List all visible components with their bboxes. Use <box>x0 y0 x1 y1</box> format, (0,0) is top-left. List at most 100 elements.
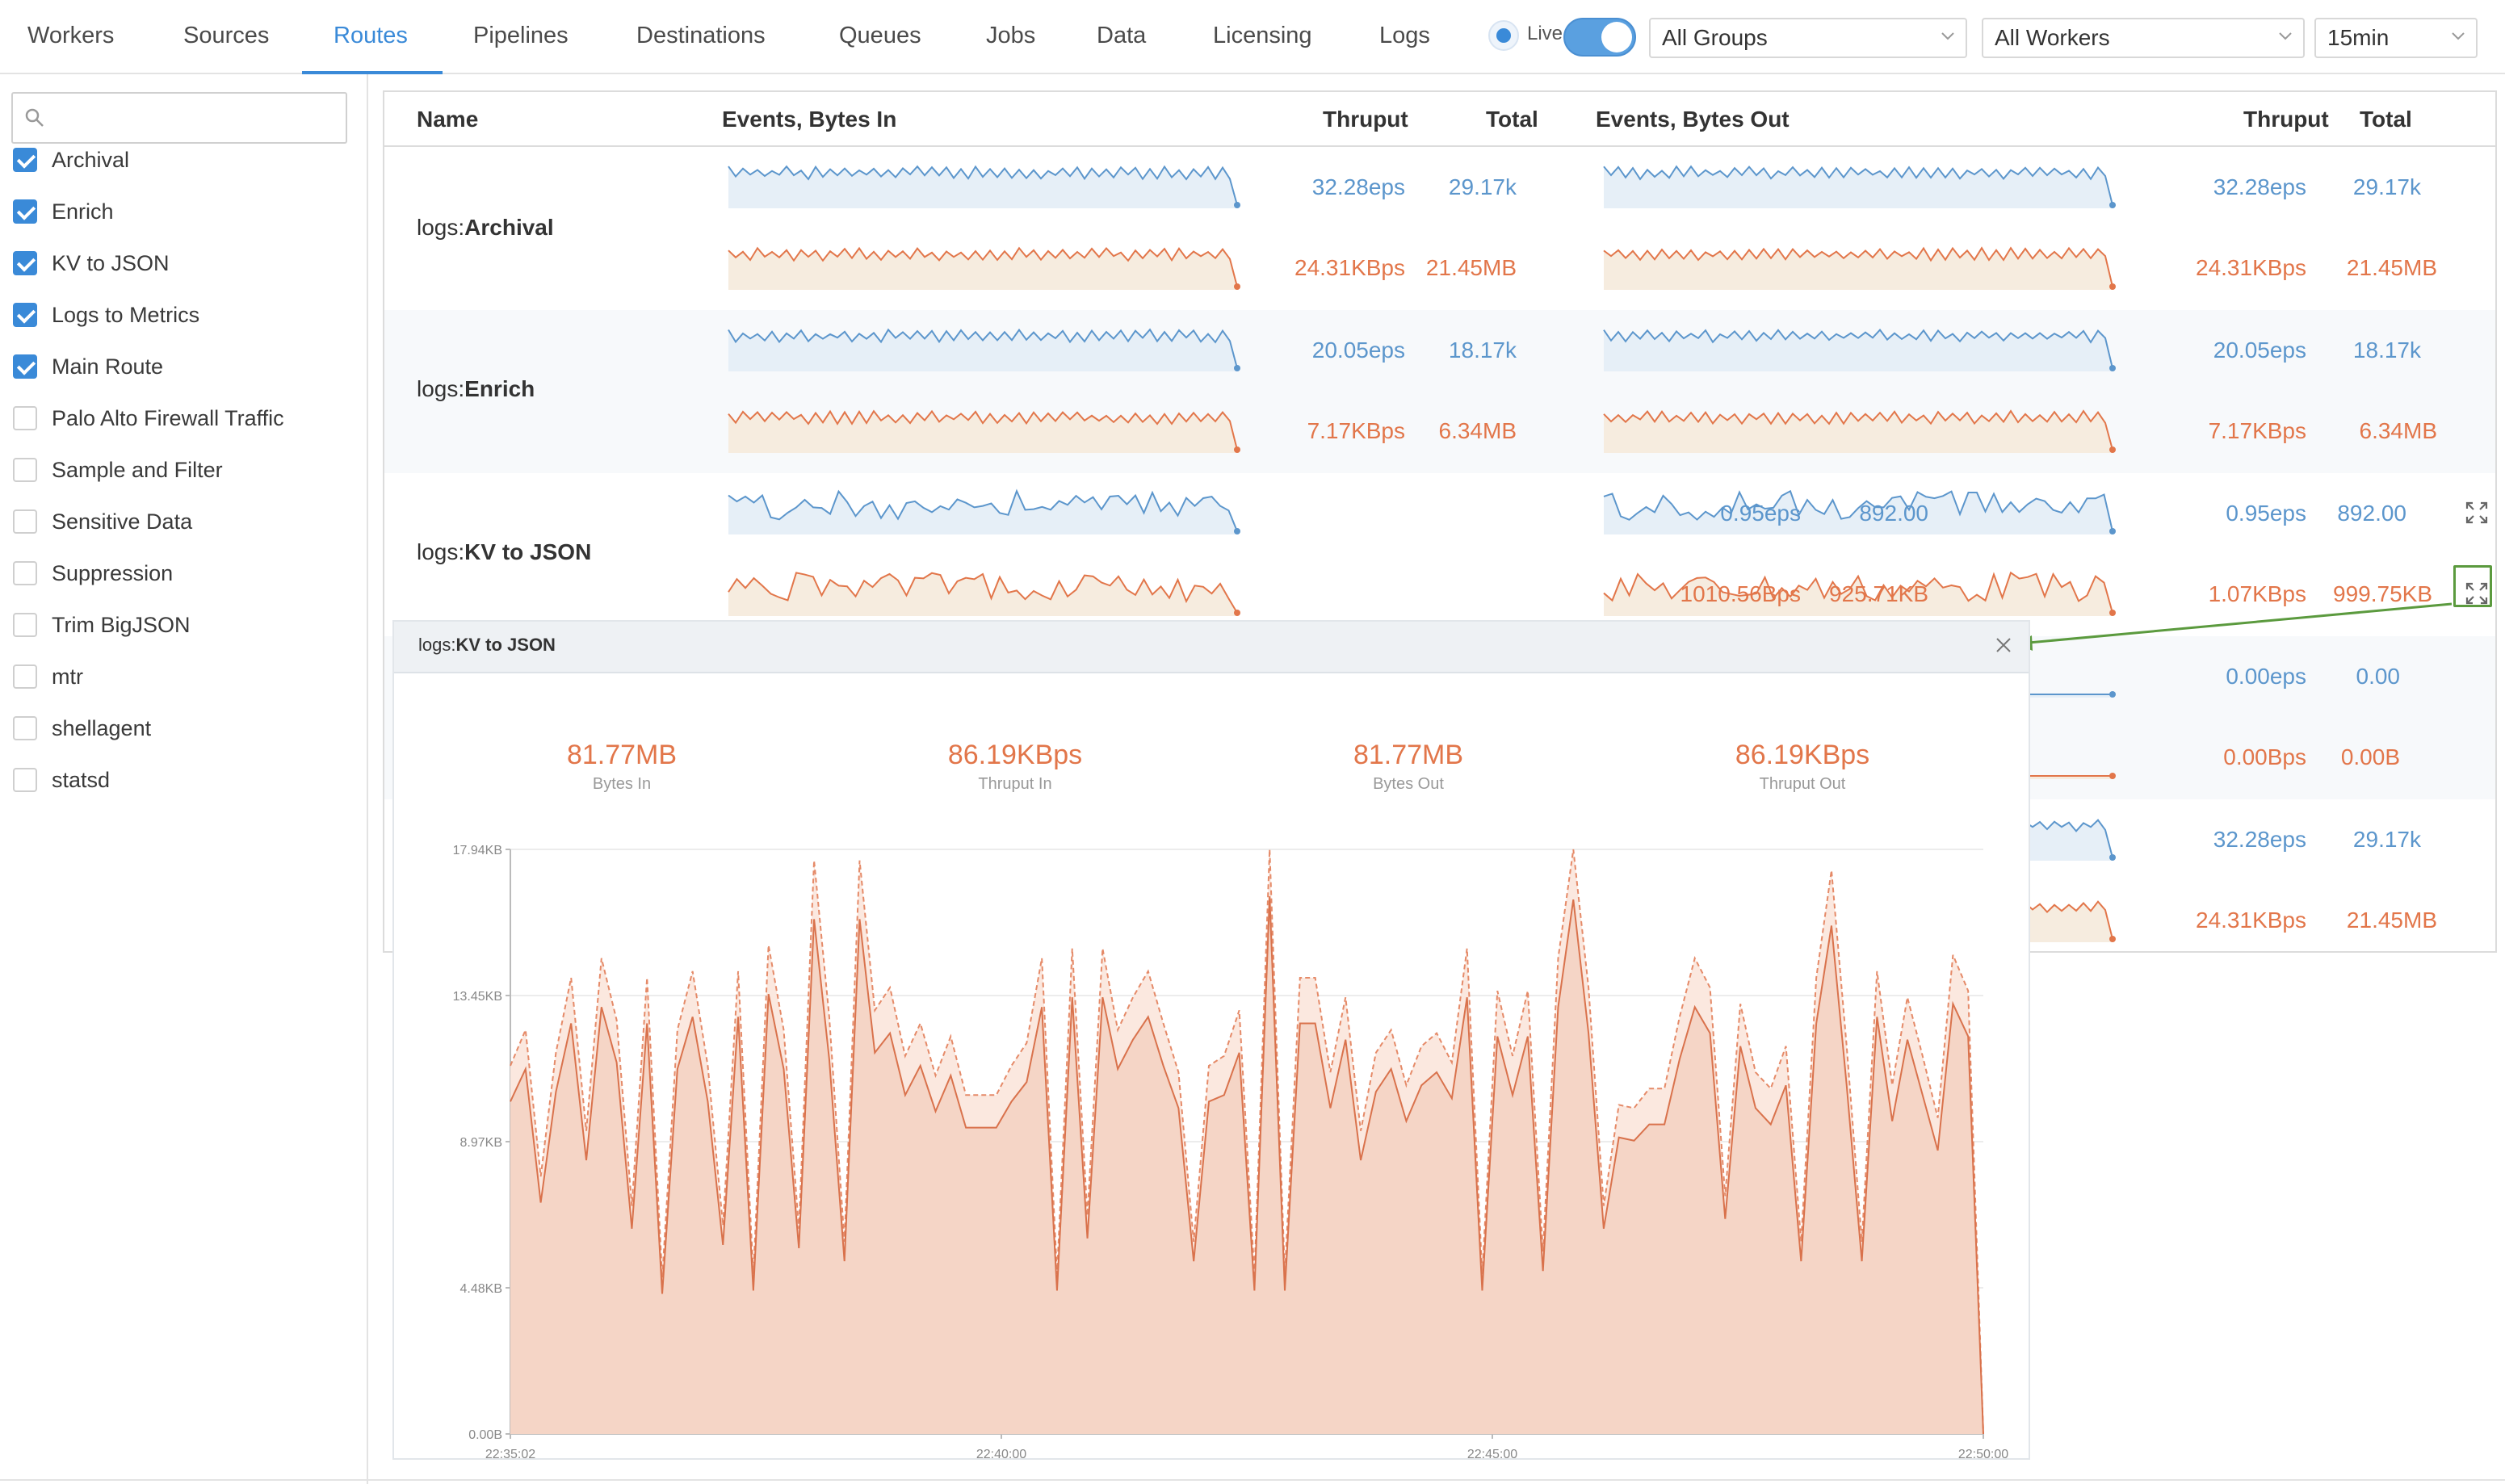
col-header-thruput-out: Thruput <box>2243 107 2329 132</box>
route-filter-item[interactable]: mtr <box>13 660 83 693</box>
sparkline-end-dot <box>2109 528 2116 534</box>
checkbox-checked[interactable] <box>13 354 37 379</box>
sparkline-end-dot <box>1234 610 1240 616</box>
checkbox[interactable] <box>13 406 37 430</box>
sparkline-line <box>728 246 1238 287</box>
route-filter-item[interactable]: Sample and Filter <box>13 454 223 486</box>
thruput-out-eps: 32.28eps <box>2213 827 2306 852</box>
sparkline-end-dot <box>1234 365 1240 371</box>
total-in-events: 892.00 <box>1859 501 1928 526</box>
thruput-out-bps: 0.00Bps <box>2223 744 2306 769</box>
tab-queues[interactable]: Queues <box>839 23 921 48</box>
thruput-out-eps: 32.28eps <box>2213 174 2306 199</box>
route-name: logs:KV to JSON <box>417 539 592 564</box>
sparkline-events-in <box>728 165 1240 208</box>
stat-bytes-in: 81.77MB <box>566 740 678 770</box>
route-filter-item[interactable]: Enrich <box>13 195 114 228</box>
route-filter-label: Logs to Metrics <box>52 302 200 327</box>
time-range-select[interactable]: 15min <box>2314 18 2478 58</box>
sparkline-fill <box>728 166 1237 208</box>
live-toggle[interactable] <box>1563 18 1636 57</box>
checkbox-checked[interactable] <box>13 251 37 275</box>
stat-bytes-out-label: Bytes Out <box>1373 775 1444 793</box>
worker-select[interactable]: All Workers <box>1982 18 2305 58</box>
group-select[interactable]: All Groups <box>1649 18 1967 58</box>
thruput-in-bps: 7.17KBps <box>1307 418 1405 443</box>
y-tick-label: 8.97KB <box>460 1136 502 1150</box>
route-filter-label: Enrich <box>52 199 114 224</box>
tab-pipelines[interactable]: Pipelines <box>473 23 569 48</box>
table-row[interactable]: logs:Archival 32.28eps 29.17k 24.31KBps … <box>384 147 2495 310</box>
sparkline-end-dot <box>1234 446 1240 453</box>
tab-destinations[interactable]: Destinations <box>636 23 766 48</box>
tab-data[interactable]: Data <box>1097 23 1147 48</box>
table-row[interactable]: logs:Enrich 20.05eps 18.17k 7.17KBps 6.3… <box>384 310 2495 473</box>
chevron-down-icon <box>2452 32 2465 40</box>
sparkline-end-dot <box>2109 691 2116 698</box>
tab-routes[interactable]: Routes <box>334 23 408 48</box>
sparkline-line <box>728 409 1238 451</box>
checkbox[interactable] <box>13 768 37 792</box>
checkbox-checked[interactable] <box>13 199 37 224</box>
checkbox[interactable] <box>13 716 37 740</box>
checkbox-checked[interactable] <box>13 148 37 172</box>
route-filter-item[interactable]: statsd <box>13 764 110 796</box>
sparkline-events-in <box>728 488 1240 534</box>
route-filter-label: Suppression <box>52 560 174 585</box>
col-header-thruput-in: Thruput <box>1323 107 1408 132</box>
search-input[interactable] <box>53 100 336 136</box>
route-filter-item[interactable]: Logs to Metrics <box>13 299 199 331</box>
tab-jobs[interactable]: Jobs <box>986 23 1036 48</box>
sparkline-end-dot <box>2109 446 2116 453</box>
chevron-down-icon <box>2279 32 2292 40</box>
sparkline-end-dot <box>2109 610 2116 616</box>
checkbox[interactable] <box>13 509 37 534</box>
route-filter-label: statsd <box>52 767 111 792</box>
checkbox[interactable] <box>13 664 37 689</box>
sparkline-fill <box>1604 329 2113 371</box>
route-filter-item[interactable]: Trim BigJSON <box>13 609 191 641</box>
sparkline-fill <box>728 248 1237 290</box>
thruput-out-bps: 7.17KBps <box>2208 418 2306 443</box>
route-search[interactable] <box>11 92 347 144</box>
route-filter-item[interactable]: shellagent <box>13 712 151 744</box>
sparkline-end-dot <box>2109 773 2116 779</box>
tab-licensing[interactable]: Licensing <box>1213 23 1312 48</box>
route-filter-item[interactable]: Archival <box>13 144 129 176</box>
route-filter-item[interactable]: KV to JSON <box>13 247 170 279</box>
sparkline-fill <box>1604 248 2113 290</box>
route-filter-item[interactable]: Suppression <box>13 557 173 589</box>
sparkline-end-dot <box>2109 936 2116 942</box>
thruput-in-eps: 20.05eps <box>1311 337 1405 363</box>
table-row[interactable]: logs:KV to JSON 0.95eps 892.00 1010.56Bp… <box>384 473 2495 636</box>
stat-thruput-in: 86.19KBps <box>947 740 1083 770</box>
tab-logs[interactable]: Logs <box>1379 23 1430 48</box>
sparkline-line <box>728 488 1238 532</box>
sparkline-bytes-out <box>1603 409 2116 453</box>
checkbox-checked[interactable] <box>13 303 37 327</box>
expand-icon[interactable] <box>2465 581 2489 606</box>
route-name: logs:Enrich <box>417 376 535 401</box>
col-header-name[interactable]: Name <box>417 107 479 132</box>
checkbox[interactable] <box>13 613 37 637</box>
live-label: Live <box>1527 23 1563 44</box>
tab-sources[interactable]: Sources <box>183 23 270 48</box>
route-filter-item[interactable]: Sensitive Data <box>13 505 192 538</box>
stat-thruput-out: 86.19KBps <box>1735 740 1870 770</box>
more-icon[interactable]: ⋮ <box>2495 23 2505 49</box>
sparkline-line <box>728 328 1238 369</box>
series-line-bytes-out <box>510 849 1984 1435</box>
route-filter-item[interactable]: Main Route <box>13 350 163 383</box>
tab-workers[interactable]: Workers <box>27 23 115 48</box>
sparkline-line <box>1603 328 2113 369</box>
checkbox[interactable] <box>13 458 37 482</box>
total-in-events: 18.17k <box>1448 337 1517 363</box>
expand-icon[interactable] <box>2465 501 2489 525</box>
close-icon[interactable] <box>1995 636 2012 654</box>
group-select-value: All Groups <box>1662 25 1768 50</box>
checkbox[interactable] <box>13 561 37 585</box>
route-filter-item[interactable]: Palo Alto Firewall Traffic <box>13 402 284 434</box>
route-name: logs:Archival <box>417 215 554 240</box>
total-in-bytes: 21.45MB <box>1425 255 1517 280</box>
chevron-down-icon <box>1941 32 1954 40</box>
